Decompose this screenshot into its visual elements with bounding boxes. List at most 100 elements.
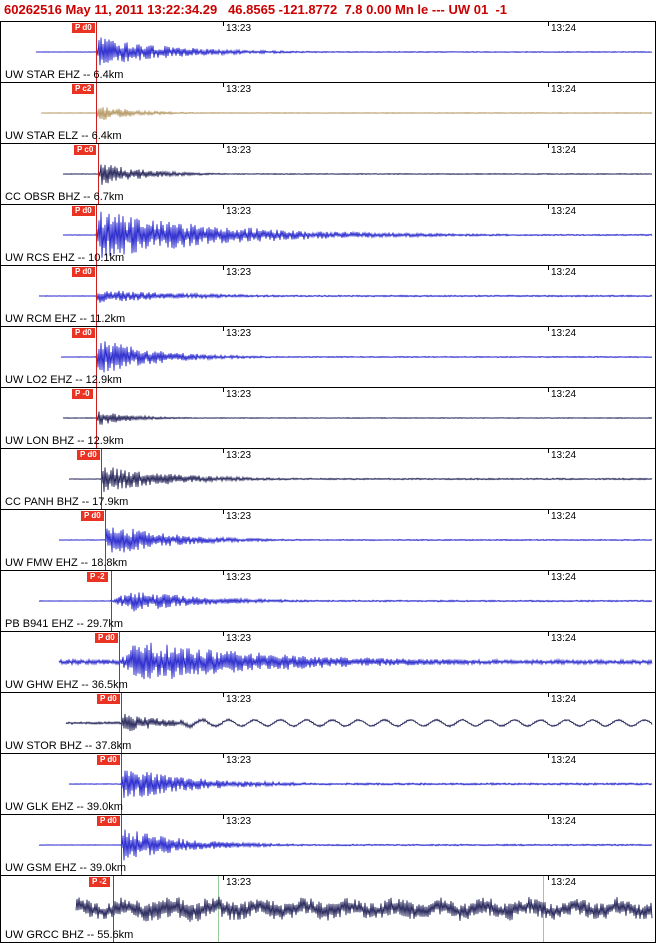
minute-label: 13:24: [551, 694, 577, 705]
minute-tick: [548, 144, 549, 148]
trace-panel[interactable]: 13:23 13:24 P d0 UW FMW EHZ -- 18.8km: [0, 509, 656, 571]
p-pick-line: [121, 754, 122, 814]
trace-panel[interactable]: 13:23 13:24 P d0 UW STAR EHZ -- 6.4km: [0, 21, 656, 83]
station-label: UW RCM EHZ -- 11.2km: [5, 313, 126, 325]
seismogram-trace: [58, 527, 653, 553]
minute-label: 13:24: [551, 450, 577, 461]
p-pick-line: [105, 510, 106, 570]
p-pick-line: [96, 205, 97, 265]
minute-label: 13:23: [226, 877, 252, 888]
trace-panel[interactable]: 13:23 13:24 P d0 CC PANH BHZ -- 17.9km: [0, 448, 656, 510]
seismogram-trace: [65, 713, 653, 732]
p-pick-label[interactable]: P d0: [81, 511, 104, 521]
trace-panel[interactable]: 13:23 13:24 P d0 UW LO2 EHZ -- 12.9km: [0, 326, 656, 388]
trace-panel[interactable]: 13:23 13:24 P d0 UW RCS EHZ -- 10.1km: [0, 204, 656, 266]
minute-gridline: [218, 876, 219, 942]
station-label: UW RCS EHZ -- 10.1km: [5, 252, 125, 264]
seismogram-trace: [68, 770, 653, 798]
station-label: UW STAR EHZ -- 6.4km: [5, 69, 124, 81]
trace-panel[interactable]: 13:23 13:24 P d0 UW STOR BHZ -- 37.8km: [0, 692, 656, 754]
p-pick-label[interactable]: P d0: [72, 206, 95, 216]
p-pick-line: [96, 266, 97, 326]
minute-label: 13:23: [226, 633, 252, 644]
minute-tick: [548, 449, 549, 453]
trace-panel[interactable]: 13:23 13:24 P d0 UW RCM EHZ -- 11.2km: [0, 265, 656, 327]
p-pick-label[interactable]: P d0: [72, 267, 95, 277]
p-pick-label[interactable]: P d0: [97, 755, 120, 765]
minute-label: 13:23: [226, 206, 252, 217]
p-pick-label[interactable]: P -2: [89, 877, 110, 887]
minute-tick: [223, 83, 224, 87]
minute-label: 13:23: [226, 328, 252, 339]
station-label: UW LO2 EHZ -- 12.9km: [5, 374, 122, 386]
minute-label: 13:24: [551, 877, 577, 888]
p-pick-label[interactable]: P -2: [87, 572, 108, 582]
p-pick-line: [121, 815, 122, 875]
station-label: UW STAR ELZ -- 6.4km: [5, 130, 122, 142]
p-pick-line: [111, 571, 112, 631]
station-label: UW GSM EHZ -- 39.0km: [5, 862, 127, 874]
minute-label: 13:24: [551, 23, 577, 34]
p-pick-label[interactable]: P d0: [77, 450, 100, 460]
p-pick-label[interactable]: P c0: [74, 145, 97, 155]
minute-tick: [223, 327, 224, 331]
minute-tick: [223, 632, 224, 636]
minute-label: 13:23: [226, 23, 252, 34]
p-pick-label[interactable]: P -0: [72, 389, 93, 399]
minute-tick: [548, 510, 549, 514]
minute-label: 13:24: [551, 511, 577, 522]
seismogram-trace: [40, 107, 653, 121]
trace-panel[interactable]: 13:23 13:24 P -0 UW LON BHZ -- 12.9km: [0, 387, 656, 449]
trace-panel[interactable]: 13:23 13:24 P c0 CC OBSR BHZ -- 6.7km: [0, 143, 656, 205]
trace-panel[interactable]: 13:23 13:24 P d0 UW GSM EHZ -- 39.0km: [0, 814, 656, 876]
p-pick-label[interactable]: P c2: [72, 84, 95, 94]
minute-label: 13:24: [551, 145, 577, 156]
minute-label: 13:24: [551, 816, 577, 827]
trace-panel[interactable]: 13:23 13:24 P d0 UW GLK EHZ -- 39.0km: [0, 753, 656, 815]
p-pick-line: [96, 83, 97, 143]
station-label: PB B941 EHZ -- 29.7km: [5, 618, 123, 630]
minute-label: 13:23: [226, 572, 252, 583]
minute-tick: [548, 571, 549, 575]
p-pick-label[interactable]: P d0: [72, 328, 95, 338]
station-label: UW GHW EHZ -- 36.5km: [5, 679, 128, 691]
seismogram-trace: [58, 642, 653, 680]
minute-tick: [548, 22, 549, 26]
minute-label: 13:24: [551, 389, 577, 400]
p-pick-label[interactable]: P d0: [95, 633, 118, 643]
station-label: UW GLK EHZ -- 39.0km: [5, 801, 123, 813]
minute-tick: [548, 754, 549, 758]
seismogram-trace: [38, 829, 653, 861]
minute-label: 13:24: [551, 633, 577, 644]
station-label: UW LON BHZ -- 12.9km: [5, 435, 124, 447]
trace-panel[interactable]: 13:23 13:24 P c2 UW STAR ELZ -- 6.4km: [0, 82, 656, 144]
p-pick-line: [96, 327, 97, 387]
seismogram-trace: [68, 467, 653, 492]
p-pick-line: [101, 449, 102, 509]
minute-tick: [223, 22, 224, 26]
minute-label: 13:24: [551, 755, 577, 766]
minute-label: 13:23: [226, 755, 252, 766]
p-pick-label[interactable]: P d0: [72, 23, 95, 33]
trace-panel[interactable]: 13:23 13:24 P -2 UW GRCC BHZ -- 55.6km: [0, 875, 656, 943]
minute-label: 13:24: [551, 206, 577, 217]
minute-tick: [548, 83, 549, 87]
minute-label: 13:23: [226, 84, 252, 95]
seismogram-trace: [62, 211, 653, 258]
minute-label: 13:23: [226, 816, 252, 827]
trace-panel[interactable]: 13:23 13:24 P d0 UW GHW EHZ -- 36.5km: [0, 631, 656, 693]
minute-tick: [223, 693, 224, 697]
station-label: UW STOR BHZ -- 37.8km: [5, 740, 132, 752]
p-pick-label[interactable]: P d0: [97, 816, 120, 826]
p-pick-line: [96, 22, 97, 82]
p-pick-line: [121, 693, 122, 753]
minute-tick: [223, 388, 224, 392]
minute-tick: [548, 327, 549, 331]
trace-panel[interactable]: 13:23 13:24 P -2 PB B941 EHZ -- 29.7km: [0, 570, 656, 632]
minute-tick: [223, 266, 224, 270]
minute-tick: [548, 266, 549, 270]
minute-tick: [223, 205, 224, 209]
minute-tick: [223, 876, 224, 880]
p-pick-label[interactable]: P d0: [97, 694, 120, 704]
